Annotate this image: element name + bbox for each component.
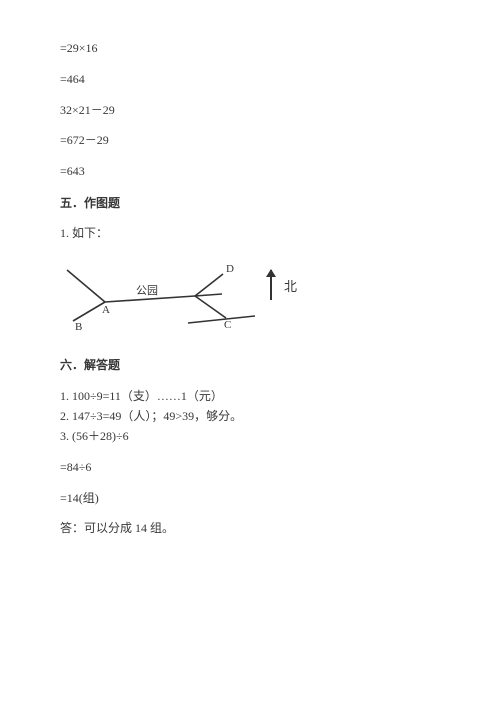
q3-step2: =14(组): [60, 490, 440, 507]
q3-step1: =84÷6: [60, 459, 440, 476]
label-park: 公园: [136, 284, 158, 297]
section-6-heading: 六．解答题: [60, 356, 440, 373]
park-diagram: A B D C 公园: [60, 256, 260, 346]
north-arrow-icon: [270, 270, 272, 300]
q3: 3. (56＋28)÷6: [60, 427, 440, 445]
section-5-heading: 五．作图题: [60, 194, 440, 211]
calc-line-2: =464: [60, 71, 440, 88]
calc-line-4: =672－29: [60, 132, 440, 149]
calc-line-1: =29×16: [60, 40, 440, 57]
q1: 1. 100÷9=11（支）……1（元）: [60, 387, 440, 405]
page-content: =29×16 =464 32×21－29 =672－29 =643 五．作图题 …: [0, 0, 500, 537]
north-label: 北: [284, 276, 297, 295]
calc-line-3: 32×21－29: [60, 102, 440, 119]
label-c: C: [224, 319, 231, 331]
calc-line-5: =643: [60, 163, 440, 180]
q3-answer: 答：可以分成 14 组。: [60, 520, 440, 537]
label-d: D: [226, 263, 234, 275]
q2: 2. 147÷3=49（人）；49>39，够分。: [60, 407, 440, 425]
section-5-item1: 1. 如下：: [60, 225, 440, 242]
north-indicator: 北: [270, 270, 278, 304]
label-a: A: [102, 304, 110, 316]
label-b: B: [75, 321, 82, 333]
diagram-figure: A B D C 公园 北: [60, 256, 320, 346]
